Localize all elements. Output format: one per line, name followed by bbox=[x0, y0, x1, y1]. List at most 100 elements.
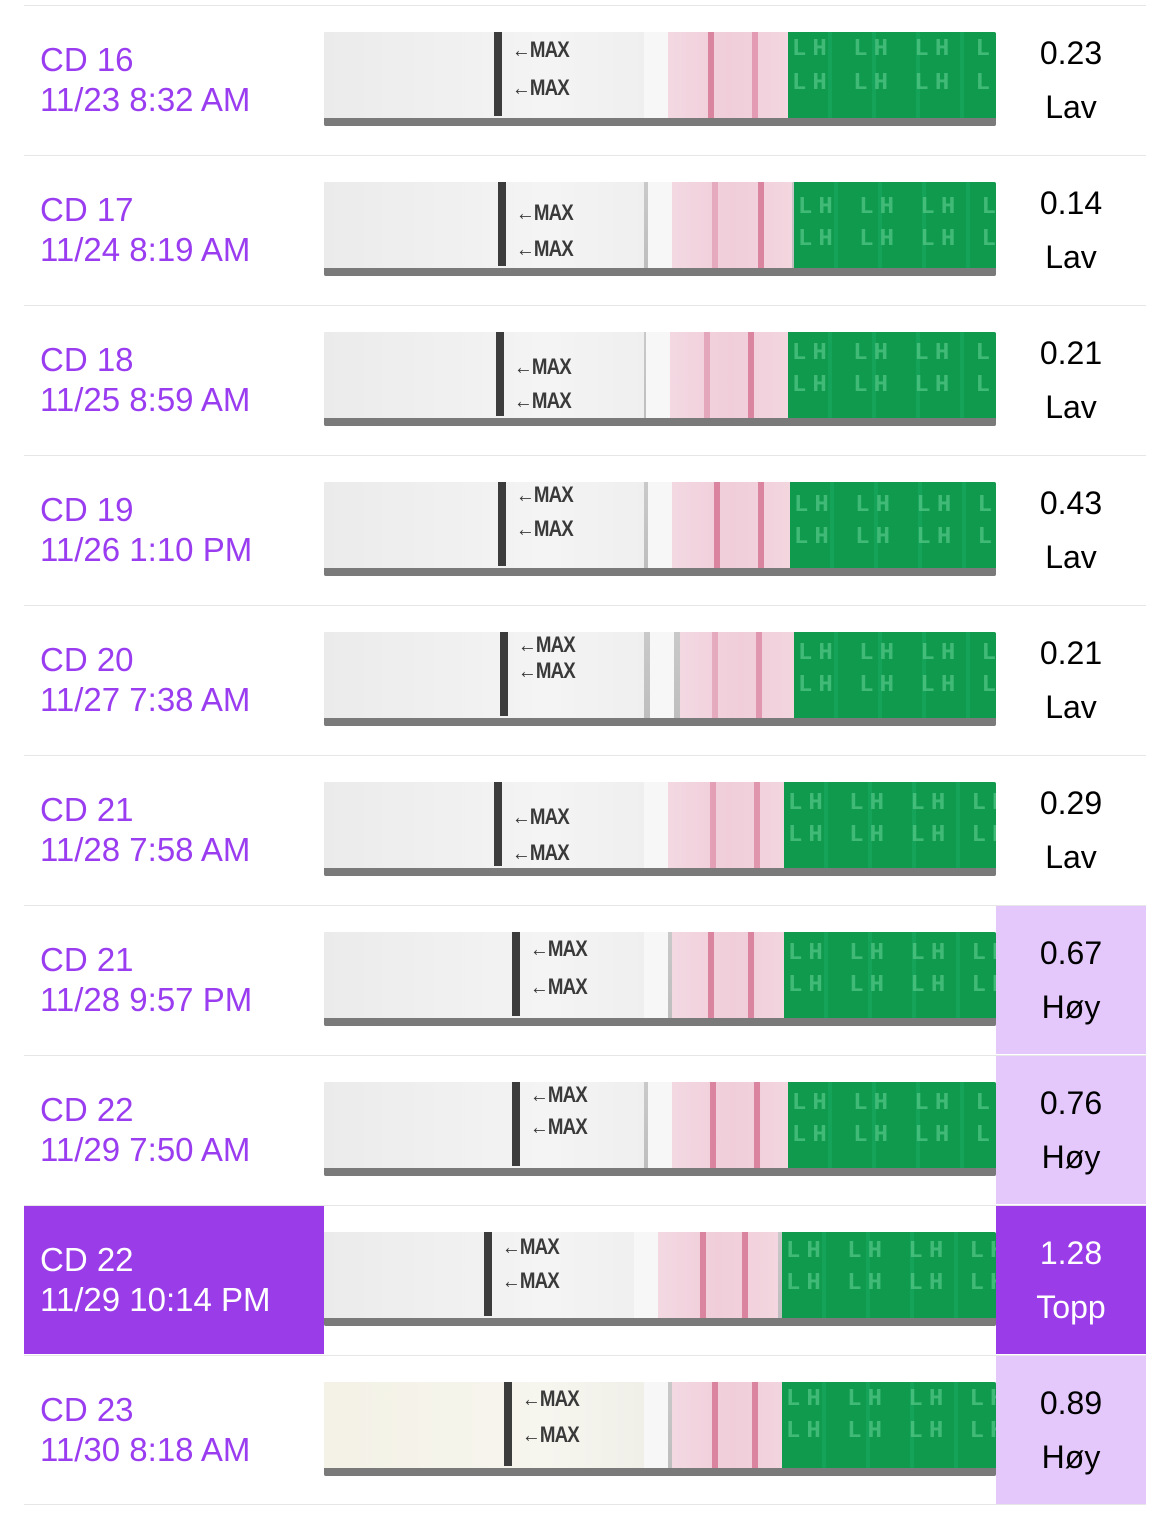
cycle-day: CD 21 bbox=[40, 791, 134, 828]
strip-lh-text: LH LH LH LH LH bbox=[792, 36, 996, 63]
control-line bbox=[708, 32, 714, 126]
test-strip-image[interactable]: ←MAX ←MAX LH LH LH LH LH LH LH LH LH LH bbox=[324, 1232, 996, 1326]
cycle-day: CD 16 bbox=[40, 41, 134, 78]
strip-lh-text: LH LH LH LH LH bbox=[798, 672, 996, 699]
test-date: CD 21 11/28 9:57 PM bbox=[24, 906, 324, 1054]
test-date: CD 18 11/25 8:59 AM bbox=[24, 306, 324, 454]
test-line bbox=[756, 632, 762, 726]
test-date: CD 16 11/23 8:32 AM bbox=[24, 6, 324, 154]
strip-max-label: ←MAX bbox=[512, 840, 570, 865]
test-datetime: 11/30 8:18 AM bbox=[40, 1431, 251, 1468]
control-line bbox=[712, 1382, 718, 1476]
control-line bbox=[714, 482, 720, 576]
test-date: CD 23 11/30 8:18 AM bbox=[24, 1356, 324, 1504]
test-datetime: 11/25 8:59 AM bbox=[40, 381, 251, 418]
strip-lh-text: LH LH LH LH LH bbox=[788, 790, 996, 817]
lh-level: Lav bbox=[1045, 839, 1097, 875]
strip-max-label: ←MAX bbox=[516, 200, 574, 225]
test-strip-image[interactable]: ←MAX ←MAX LH LH LH LH LH LH LH LH LH LH bbox=[324, 932, 996, 1026]
control-line bbox=[712, 182, 718, 276]
test-strip-image[interactable]: ←MAX ←MAX LH LH LH LH LH LH LH LH LH LH bbox=[324, 1082, 996, 1176]
strip-max-label: ←MAX bbox=[516, 482, 574, 507]
lh-value: 0.67 bbox=[1039, 935, 1103, 971]
test-datetime: 11/23 8:32 AM bbox=[40, 81, 251, 118]
test-row[interactable]: CD 17 11/24 8:19 AM ←MAX ←MAX LH LH LH L… bbox=[24, 155, 1146, 305]
lh-value: 0.43 bbox=[1039, 485, 1103, 521]
test-line bbox=[758, 482, 764, 576]
strip-max-label: ←MAX bbox=[516, 236, 574, 261]
cycle-day: CD 18 bbox=[40, 341, 134, 378]
test-strip-image[interactable]: ←MAX ←MAX LH LH LH LH LH LH LH LH LH LH bbox=[324, 632, 996, 726]
test-date: CD 17 11/24 8:19 AM bbox=[24, 156, 324, 304]
strip-max-label: ←MAX bbox=[522, 1386, 580, 1411]
strip-lh-text: LH LH LH LH LH bbox=[792, 372, 996, 399]
control-line bbox=[710, 782, 716, 876]
test-line bbox=[752, 32, 758, 126]
test-line bbox=[748, 332, 754, 426]
test-row[interactable]: CD 19 11/26 1:10 PM ←MAX ←MAX LH LH LH L… bbox=[24, 455, 1146, 605]
strip-lh-text: LH LH LH LH LH bbox=[788, 822, 996, 849]
test-row[interactable]: CD 22 11/29 7:50 AM ←MAX ←MAX LH LH LH L… bbox=[24, 1055, 1146, 1205]
strip-max-label: ←MAX bbox=[518, 632, 576, 657]
test-row-peak[interactable]: CD 22 11/29 10:14 PM ←MAX ←MAX LH LH LH … bbox=[24, 1205, 1146, 1355]
test-result: 0.21 Lav bbox=[996, 306, 1146, 454]
test-strip-image[interactable]: ←MAX ←MAX LH LH LH LH LH LH LH LH LH LH bbox=[324, 182, 996, 276]
strip-lh-text: LH LH LH LH LH bbox=[794, 524, 996, 551]
strip-max-label: ←MAX bbox=[514, 388, 572, 413]
test-strip-image[interactable]: ←MAX ←MAX LH LH LH LH LH LH LH LH LH LH bbox=[324, 1382, 996, 1476]
test-strip-image[interactable]: ←MAX ←MAX LH LH LH LH LH LH LH LH LH LH bbox=[324, 482, 996, 576]
test-date: CD 20 11/27 7:38 AM bbox=[24, 606, 324, 754]
test-row[interactable]: CD 18 11/25 8:59 AM ←MAX ←MAX LH LH LH L… bbox=[24, 305, 1146, 455]
test-row[interactable]: CD 21 11/28 9:57 PM ←MAX ←MAX LH LH LH L… bbox=[24, 905, 1146, 1055]
test-row[interactable]: CD 21 11/28 7:58 AM ←MAX ←MAX LH LH LH L… bbox=[24, 755, 1146, 905]
strip-lh-text: LH LH LH LH LH bbox=[788, 972, 996, 999]
test-datetime: 11/27 7:38 AM bbox=[40, 681, 251, 718]
strip-lh-text: LH LH LH LH LH bbox=[788, 940, 996, 967]
strip-max-label: ←MAX bbox=[522, 1422, 580, 1447]
test-date: CD 22 11/29 10:14 PM bbox=[24, 1206, 324, 1354]
test-row[interactable]: CD 23 11/30 8:18 AM ←MAX ←MAX LH LH LH L… bbox=[24, 1355, 1146, 1505]
test-result: 0.43 Lav bbox=[996, 456, 1146, 604]
test-result: 0.89 Høy bbox=[996, 1356, 1146, 1504]
test-result: 0.67 Høy bbox=[996, 906, 1146, 1054]
test-row[interactable]: CD 16 11/23 8:32 AM ←MAX ←MAX LH LH LH L… bbox=[24, 5, 1146, 155]
test-result: 0.14 Lav bbox=[996, 156, 1146, 304]
test-row[interactable]: CD 20 11/27 7:38 AM ←MAX ←MAX LH LH LH L… bbox=[24, 605, 1146, 755]
strip-lh-text: LH LH LH LH LH bbox=[792, 340, 996, 367]
lh-value: 0.21 bbox=[1039, 635, 1103, 671]
test-line bbox=[754, 1082, 760, 1176]
strip-max-label: ←MAX bbox=[518, 658, 576, 683]
strip-lh-text: LH LH LH LH LH bbox=[786, 1238, 996, 1265]
cycle-day: CD 22 bbox=[40, 1241, 134, 1278]
test-datetime: 11/29 7:50 AM bbox=[40, 1131, 251, 1168]
test-line bbox=[748, 932, 754, 1026]
cycle-day: CD 22 bbox=[40, 1091, 134, 1128]
strip-lh-text: LH LH LH LH LH bbox=[798, 640, 996, 667]
lh-level: Lav bbox=[1045, 539, 1097, 575]
test-datetime: 11/28 9:57 PM bbox=[40, 981, 253, 1018]
strip-lh-text: LH LH LH LH LH bbox=[786, 1386, 996, 1413]
lh-value: 0.76 bbox=[1039, 1085, 1103, 1121]
strip-lh-text: LH LH LH LH LH bbox=[792, 1122, 996, 1149]
test-date: CD 21 11/28 7:58 AM bbox=[24, 756, 324, 904]
strip-max-label: ←MAX bbox=[502, 1234, 560, 1259]
lh-value: 0.89 bbox=[1039, 1385, 1103, 1421]
cycle-day: CD 17 bbox=[40, 191, 134, 228]
test-strip-image[interactable]: ←MAX ←MAX LH LH LH LH LH LH LH LH LH LH bbox=[324, 332, 996, 426]
lh-value: 0.21 bbox=[1039, 335, 1103, 371]
test-datetime: 11/28 7:58 AM bbox=[40, 831, 251, 868]
control-line bbox=[704, 332, 710, 426]
test-strip-image[interactable]: ←MAX ←MAX LH LH LH LH LH LH LH LH LH LH bbox=[324, 32, 996, 126]
test-line bbox=[752, 1382, 758, 1476]
strip-lh-text: LH LH LH LH LH bbox=[786, 1270, 996, 1297]
strip-max-label: ←MAX bbox=[502, 1268, 560, 1293]
lh-level: Lav bbox=[1045, 389, 1097, 425]
test-strip-image[interactable]: ←MAX ←MAX LH LH LH LH LH LH LH LH LH LH bbox=[324, 782, 996, 876]
control-line bbox=[712, 632, 718, 726]
strip-lh-text: LH LH LH LH LH bbox=[794, 492, 996, 519]
strip-lh-text: LH LH LH LH LH bbox=[786, 1418, 996, 1445]
strip-max-label: ←MAX bbox=[530, 974, 588, 999]
strip-lh-text: LH LH LH LH LH bbox=[792, 70, 996, 97]
lh-value: 0.14 bbox=[1039, 185, 1103, 221]
strip-max-label: ←MAX bbox=[512, 804, 570, 829]
